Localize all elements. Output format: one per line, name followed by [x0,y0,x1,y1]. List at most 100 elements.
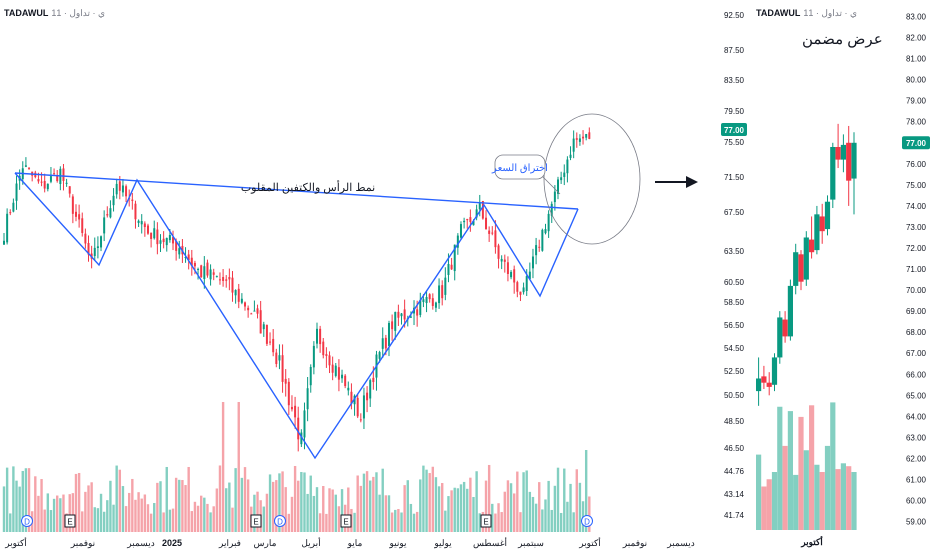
volume-bar [34,476,37,532]
volume-bar [297,480,300,532]
candle-body [535,245,538,256]
candle-body [187,254,190,260]
candle-body [168,235,171,241]
zoom-volume-bar [798,416,804,530]
volume-bar [362,473,366,532]
candle-body [516,282,519,292]
candle-body [569,154,572,158]
volume-bar [512,493,516,532]
zoom-price-badge-text: 77.00 [906,139,927,148]
candle-body [68,186,71,194]
candle-body [485,217,488,229]
candle-body [262,324,265,330]
candle-body [40,181,43,183]
zoom-volume-group [756,402,857,530]
volume-bar [206,503,209,532]
volume-bar [27,468,31,532]
volume-bar [309,475,312,532]
candle-body [513,269,516,283]
candle-body [510,271,513,278]
y-tick-label: 83.50 [724,76,745,85]
candle-body [100,236,103,248]
volume-bar [221,402,225,532]
volume-bar [497,503,500,532]
zoom-candle-body [830,146,836,200]
candle-body [115,183,118,195]
zoom-candle-body [851,142,857,179]
volume-bar [331,489,334,532]
volume-bar [541,509,544,532]
candle-body [425,297,428,304]
main-chart-panel[interactable]: TADAWUL 1ي · تداول · 1 نمط الرأس والكتفين… [0,0,752,550]
candle-body [350,391,353,404]
volume-bar [456,488,460,532]
y-tick-label: 54.50 [724,344,745,353]
volume-bar [181,480,184,532]
volume-bar [156,482,159,532]
zoom-y-tick-label: 78.00 [906,118,927,127]
zoom-candle-body [756,378,762,392]
zoom-y-tick-label: 76.00 [906,160,927,169]
candle-body [96,246,99,248]
volume-bar [246,479,250,532]
zoom-volume-bar [846,466,852,530]
candle-body [400,313,403,317]
zoom-y-tick-label: 80.00 [906,76,927,85]
volume-bar [419,479,422,532]
volume-bar [572,512,575,532]
volume-bar [378,494,381,532]
main-interval: 1ي · تداول · 1 [51,8,106,18]
volume-bar [278,473,281,532]
volume-bar [109,480,112,532]
candle-body [497,245,500,259]
volume-bar [140,498,143,532]
zoom-chart-panel[interactable]: TADAWUL 1ي · تداول · 1 عرض مضمن 83.00 82.0… [752,0,932,550]
volume-bar [359,485,363,532]
candle-body [319,328,322,345]
candle-body [331,364,334,373]
candle-body [193,262,196,267]
candle-body [237,288,240,302]
zoom-y-tick-label: 81.00 [906,55,927,64]
candle-body [24,165,27,167]
candle-body [300,432,303,445]
zoom-volume-bar [803,450,809,530]
candle-body [259,310,262,334]
pattern-lines [14,172,579,460]
x-tick-label: يونيو [388,538,407,549]
volume-bar [15,480,18,532]
candle-body [341,374,344,379]
volume-bar [215,488,219,532]
volume-bar [5,467,9,532]
x-tick-label: ديسمبر [126,538,154,549]
candle-body [215,276,218,278]
candle-body [212,272,215,275]
candle-body [553,191,556,203]
candle-body [503,259,506,262]
candle-body [547,213,550,232]
volume-bar [209,512,212,532]
volume-bar [146,504,150,532]
zoom-candle-body [824,201,831,230]
y-tick-label: 43.14 [724,490,745,499]
y-tick-label: 41.74 [724,511,745,520]
volume-bar [353,512,356,532]
candle-body [3,240,5,245]
candle-body [81,218,84,233]
zoom-chart-canvas[interactable]: 83.00 82.00 81.00 80.00 79.00 78.00 77.00 76.00… [752,0,932,550]
candle-body [334,365,337,376]
candle-body [444,277,447,295]
candle-body [572,138,575,152]
volume-bar [509,483,513,532]
volume-bar [40,479,43,532]
earnings-marker-icon [340,514,352,528]
volume-bar [81,511,84,532]
main-chart-canvas[interactable]: نمط الرأس والكتفين المقلوب اختراق السعر D E… [0,0,752,550]
earnings-marker-icon [480,514,492,528]
volume-bar [516,471,519,532]
volume-bar [340,489,344,532]
volume-bar [68,494,71,532]
candle-body [494,230,497,248]
volume-bar [162,512,165,532]
candle-body [265,324,268,344]
